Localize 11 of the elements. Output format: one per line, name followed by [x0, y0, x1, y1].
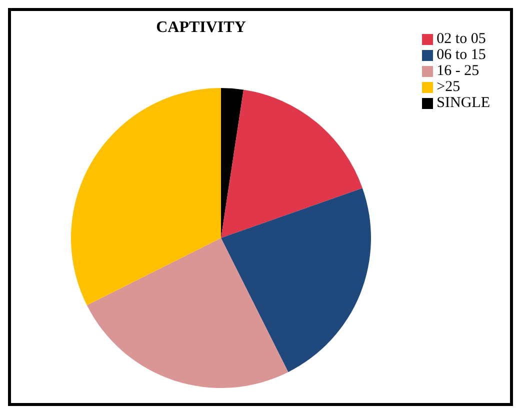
legend-label: SINGLE — [436, 95, 490, 111]
pie-slice — [71, 88, 221, 306]
legend-label: 16 - 25 — [436, 63, 480, 79]
legend-label: 02 to 05 — [436, 31, 486, 47]
legend-label: 06 to 15 — [436, 47, 486, 63]
legend-label: >25 — [436, 79, 460, 95]
pie-slice — [86, 238, 288, 388]
pie-slice — [221, 90, 362, 238]
pie-slice — [221, 88, 244, 238]
pie-slice — [221, 188, 371, 372]
chart-title: CAPTIVITY — [155, 19, 247, 37]
